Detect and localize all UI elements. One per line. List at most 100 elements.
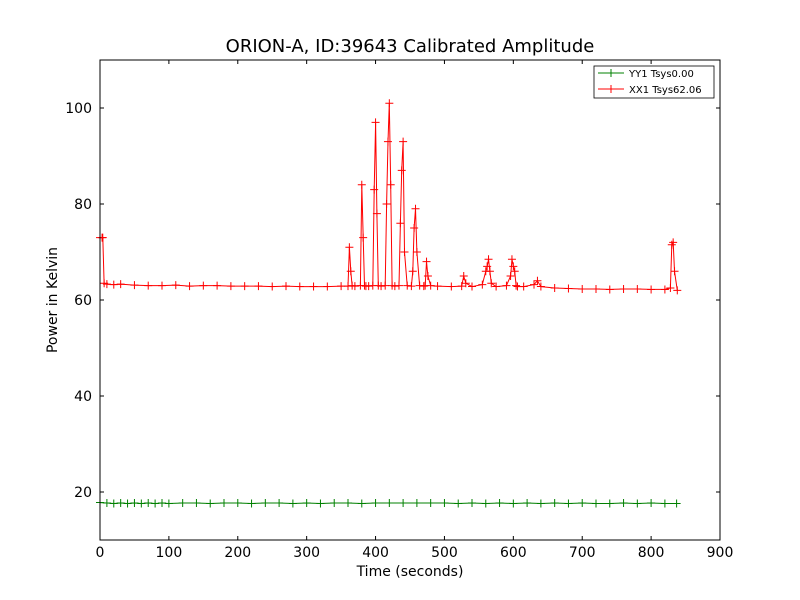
data-point-xx1 [673, 286, 682, 295]
plot-series-group [96, 99, 682, 508]
data-point-xx1 [213, 281, 222, 290]
data-point-xx1 [372, 209, 381, 218]
data-point-xx1 [669, 238, 678, 247]
data-point-yy1 [275, 499, 284, 508]
data-point-yy1 [302, 499, 311, 508]
data-point-xx1 [397, 166, 406, 175]
legend: YY1 Tsys0.00 XX1 Tsys62.06 [593, 65, 715, 99]
data-point-yy1 [495, 499, 504, 508]
series-yy1 [96, 498, 681, 508]
data-point-xx1 [564, 284, 573, 293]
data-point-xx1 [385, 99, 394, 108]
data-point-xx1 [483, 262, 492, 271]
y-tick-label: 60 [74, 293, 92, 309]
legend-label-yy1: YY1 Tsys0.00 [628, 69, 694, 80]
y-tick-label: 80 [74, 197, 92, 213]
data-point-yy1 [220, 499, 228, 508]
data-point-xx1 [323, 282, 332, 291]
plot-frame [99, 59, 721, 541]
data-point-xx1 [530, 280, 538, 289]
y-tick-label: 100 [65, 101, 92, 117]
data-point-xx1 [459, 272, 468, 280]
data-point-yy1 [178, 499, 187, 508]
data-point-yy1 [137, 499, 146, 508]
data-point-xx1 [647, 285, 656, 294]
data-point-yy1 [412, 499, 421, 508]
data-point-xx1 [371, 118, 380, 127]
x-tick-label: 0 [96, 545, 105, 561]
data-point-xx1 [550, 284, 559, 292]
data-point-xx1 [519, 282, 528, 291]
data-point-yy1 [440, 499, 449, 508]
data-point-yy1 [509, 499, 518, 508]
data-point-xx1 [295, 282, 304, 291]
x-tick-label: 300 [293, 545, 320, 561]
series-xx1 [96, 99, 682, 295]
data-point-yy1 [206, 499, 215, 508]
data-point-yy1 [233, 499, 242, 508]
data-point-yy1 [116, 499, 125, 508]
data-point-xx1 [337, 282, 346, 291]
x-tick-label: 200 [224, 545, 251, 561]
data-point-yy1 [102, 499, 111, 508]
data-point-yy1 [592, 499, 600, 508]
data-point-xx1 [345, 243, 354, 252]
data-point-xx1 [666, 284, 675, 292]
legend-item-xx1: XX1 Tsys62.06 [598, 85, 702, 96]
data-point-yy1 [399, 499, 408, 508]
x-tick-label: 100 [156, 545, 183, 561]
data-point-yy1 [619, 499, 628, 508]
data-point-xx1 [447, 282, 456, 291]
data-point-xx1 [130, 281, 139, 290]
data-point-xx1 [536, 282, 545, 291]
data-point-xx1 [507, 255, 516, 264]
x-tick-label: 400 [362, 545, 389, 561]
data-point-yy1 [164, 499, 173, 508]
data-point-yy1 [192, 499, 201, 508]
data-point-xx1 [309, 282, 318, 291]
data-point-xx1 [578, 284, 587, 293]
x-tick-label: 800 [638, 545, 665, 561]
data-point-xx1 [171, 281, 180, 290]
data-point-xx1 [468, 282, 476, 291]
data-point-yy1 [385, 499, 394, 508]
data-point-xx1 [158, 281, 166, 290]
data-point-xx1 [660, 285, 669, 294]
data-point-xx1 [370, 185, 379, 194]
data-point-yy1 [672, 499, 681, 508]
data-point-yy1 [344, 499, 352, 508]
data-point-yy1 [660, 499, 669, 508]
legend-marker-yy1 [607, 69, 615, 77]
legend-box [593, 65, 715, 99]
data-point-yy1 [564, 499, 573, 508]
legend-label-xx1: XX1 Tsys62.06 [629, 85, 702, 96]
data-point-xx1 [485, 267, 494, 276]
data-point-xx1 [509, 262, 518, 271]
data-point-xx1 [633, 284, 642, 293]
data-point-yy1 [330, 499, 339, 508]
data-point-yy1 [357, 499, 366, 508]
data-point-xx1 [109, 280, 118, 289]
data-point-xx1 [410, 224, 419, 232]
data-point-xx1 [605, 285, 614, 294]
data-point-yy1 [151, 499, 160, 508]
data-point-xx1 [199, 281, 208, 290]
data-point-xx1 [386, 180, 395, 189]
data-point-yy1 [261, 499, 270, 508]
data-point-xx1 [506, 272, 515, 280]
data-point-xx1 [457, 282, 466, 291]
data-point-xx1 [422, 257, 431, 266]
data-point-yy1 [158, 499, 166, 508]
data-point-xx1 [408, 267, 417, 276]
data-point-xx1 [423, 272, 432, 280]
data-point-yy1 [123, 499, 132, 508]
legend-marker-xx1 [607, 85, 615, 93]
data-point-xx1 [102, 280, 111, 289]
data-point-xx1 [346, 267, 355, 276]
data-point-yy1 [130, 499, 139, 508]
data-point-xx1 [282, 282, 290, 291]
x-axis-label: Time (seconds) [356, 564, 464, 580]
data-point-xx1 [254, 282, 263, 291]
data-point-xx1 [394, 281, 403, 290]
